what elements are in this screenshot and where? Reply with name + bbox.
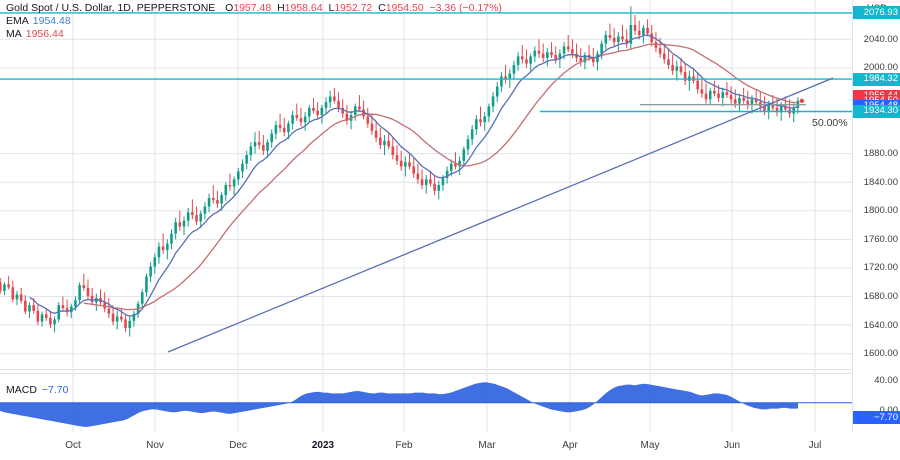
price-pane[interactable]: 50.00% <box>0 0 852 368</box>
price-axis-badge[interactable]: 2076.93 <box>853 6 900 20</box>
close-key: C <box>378 2 386 14</box>
price-axis-badge[interactable]: 1984.32 <box>853 72 900 86</box>
ema-label: EMA <box>6 15 29 27</box>
price-axis-tick: 1600.00 <box>863 348 898 360</box>
macd-chart-svg <box>0 370 852 432</box>
time-axis-tick: Mar <box>478 440 496 451</box>
price-axis-tick: 1640.00 <box>863 319 898 331</box>
ohlc-values: O1957.48 H1958.64 L1952.72 C1954.50 −3.3… <box>219 2 502 14</box>
price-axis-badge[interactable]: 1934.30 <box>853 104 900 118</box>
legend-quote-row: Gold Spot / U.S. Dollar, 1D, PEPPERSTONE… <box>6 2 502 15</box>
price-axis-tick: 1880.00 <box>863 148 898 160</box>
time-axis-tick: Feb <box>395 440 413 451</box>
legend-ma-row[interactable]: MA 1956.44 <box>6 28 502 41</box>
time-axis-tick: Jul <box>808 440 822 451</box>
time-axis-tick: Jun <box>723 440 741 451</box>
high-key: H <box>277 2 285 14</box>
macd-label: MACD <box>6 384 37 396</box>
time-axis-tick: Nov <box>146 440 164 451</box>
pane-divider <box>0 368 852 370</box>
fib-50-label: 50.00% <box>812 117 848 129</box>
price-axis-tick: 1760.00 <box>863 233 898 245</box>
ma-label: MA <box>6 28 22 40</box>
macd-axis-zero-tick: 0.00 <box>880 405 899 416</box>
time-axis-tick: Oct <box>65 440 81 451</box>
time-axis-tick: May <box>640 440 660 451</box>
chart-legend: Gold Spot / U.S. Dollar, 1D, PEPPERSTONE… <box>6 2 502 41</box>
price-axis-tick: 1720.00 <box>863 262 898 274</box>
macd-value: −7.70 <box>41 384 69 396</box>
close-value: 1954.50 <box>385 2 424 14</box>
time-axis-tick: 2023 <box>311 440 335 451</box>
symbol-title[interactable]: Gold Spot / U.S. Dollar, 1D, PEPPERSTONE <box>6 2 216 14</box>
change-value: −3.36 (−0.17%) <box>429 2 502 14</box>
macd-pane[interactable] <box>0 370 852 432</box>
macd-axis-badge[interactable]: −7.70 <box>853 411 900 424</box>
macd-legend[interactable]: MACD −7.70 <box>6 384 69 396</box>
price-axis-tick: 1800.00 <box>863 205 898 217</box>
price-chart-svg <box>0 0 852 368</box>
time-axis-tick: Apr <box>562 440 578 451</box>
macd-axis-tick: 40.00 <box>874 375 898 386</box>
legend-ema-row[interactable]: EMA 1954.48 <box>6 15 502 28</box>
high-value: 1958.64 <box>284 2 323 14</box>
low-value: 1952.72 <box>334 2 373 14</box>
time-axis-tick: Dec <box>229 440 247 451</box>
price-axis[interactable]: USD 2040.002000.001880.001840.001800.001… <box>852 0 900 432</box>
price-axis-tick: 2000.00 <box>863 62 898 74</box>
low-key: L <box>328 2 335 14</box>
open-key: O <box>225 2 234 14</box>
price-axis-tick: 2040.00 <box>863 33 898 45</box>
time-axis[interactable]: Oct Nov Dec 2023 Feb Mar Apr May Jun Jul <box>0 433 900 460</box>
ma-value: 1956.44 <box>25 28 64 40</box>
ema-value: 1954.48 <box>32 15 71 27</box>
price-axis-tick: 1840.00 <box>863 176 898 188</box>
open-value: 1957.48 <box>233 2 272 14</box>
price-axis-tick: 1680.00 <box>863 291 898 303</box>
